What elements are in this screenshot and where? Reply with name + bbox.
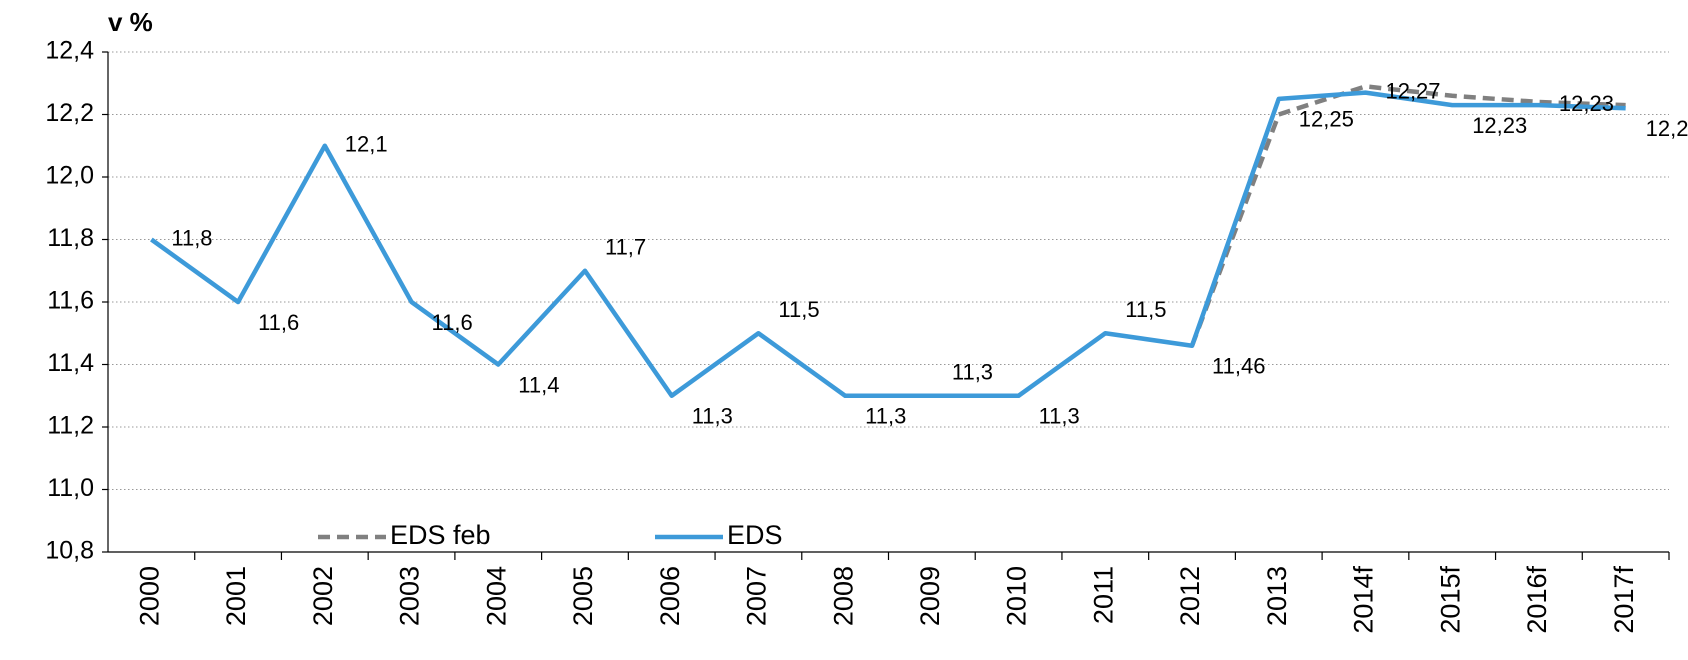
chart-title: v % [108,7,153,37]
data-label: 11,6 [432,310,473,335]
x-tick-label: 2015f [1435,566,1465,634]
y-tick-label: 11,4 [47,349,94,377]
y-tick-label: 11,0 [47,474,94,502]
x-tick-label: 2006 [655,566,685,626]
x-tick-label: 2005 [568,566,598,626]
x-tick-label: 2010 [1002,566,1032,626]
data-label: 12,23 [1559,91,1614,116]
y-tick-label: 11,6 [47,287,94,315]
y-tick-label: 12,0 [45,162,94,190]
x-tick-label: 2000 [134,566,164,626]
x-tick-label: 2011 [1088,566,1118,624]
x-tick-label: 2012 [1175,566,1205,626]
x-tick-label: 2017f [1609,566,1639,634]
data-label: 11,5 [1125,297,1166,322]
data-label: 11,3 [692,404,733,429]
data-label: 11,3 [865,404,906,429]
x-tick-label: 2013 [1262,566,1292,626]
x-tick-label: 2004 [481,566,511,626]
x-tick-label: 2009 [915,566,945,626]
x-tick-label: 2001 [221,566,251,626]
y-tick-label: 11,2 [47,412,94,440]
y-tick-label: 11,8 [47,224,94,252]
x-tick-label: 2008 [828,566,858,626]
data-label: 11,46 [1212,354,1265,379]
series-line [150,90,1626,398]
data-label: 11,8 [171,225,212,250]
data-label: 11,3 [1039,404,1080,429]
data-label: 12,1 [345,132,388,157]
y-tick-label: 12,2 [45,99,94,127]
data-label: 12,27 [1385,78,1440,103]
data-label: 12,23 [1472,113,1527,138]
x-tick-label: 2016f [1522,566,1552,634]
legend-label: EDS [727,520,783,550]
y-tick-label: 12,4 [45,37,94,65]
data-label: 11,3 [952,360,993,385]
data-label: 11,6 [258,310,299,335]
data-label: 11,7 [605,235,646,260]
data-label: 11,4 [518,372,559,397]
series-line [1189,84,1626,347]
data-label: 11,5 [778,297,819,322]
x-tick-label: 2002 [308,566,338,626]
x-tick-label: 2007 [742,566,772,626]
x-tick-label: 2003 [395,566,425,626]
data-label: 12,22 [1646,116,1688,141]
data-label: 12,25 [1299,107,1354,132]
legend-label: EDS feb [390,520,491,550]
y-tick-label: 10,8 [45,537,94,565]
x-tick-label: 2014f [1349,566,1379,634]
